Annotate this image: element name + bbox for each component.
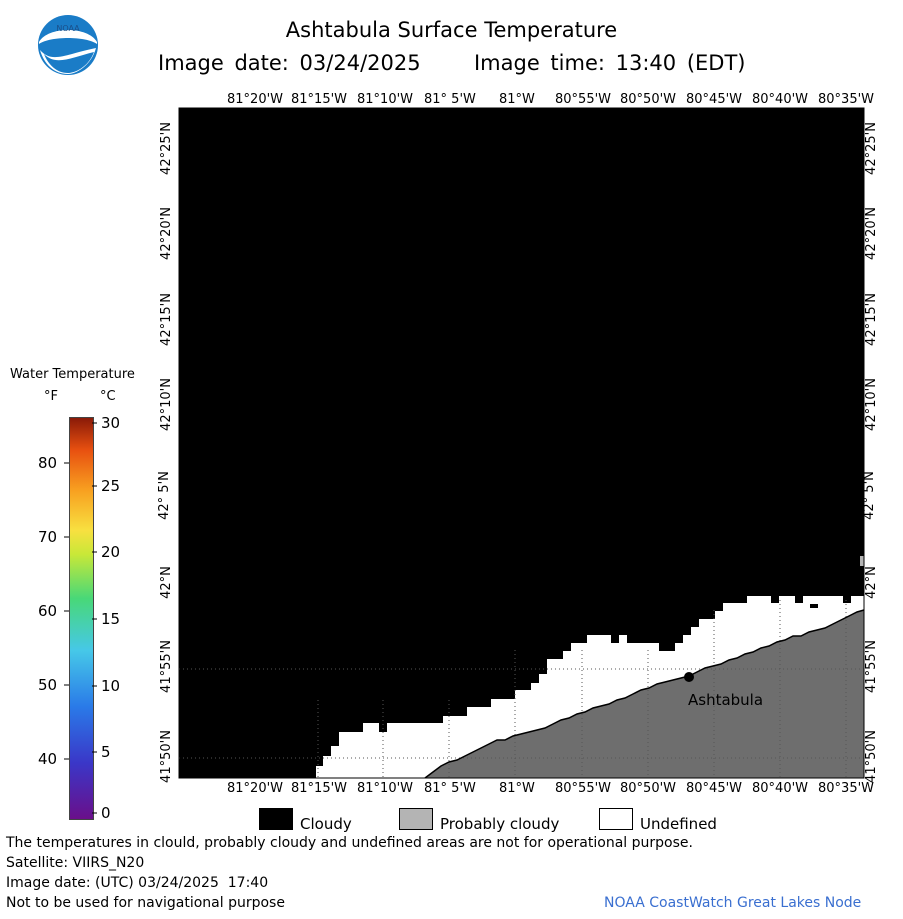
legend-label-undefined: Undefined bbox=[640, 815, 717, 833]
lon-label-bottom: 80°35'W bbox=[818, 781, 875, 796]
ashtabula-marker bbox=[684, 672, 694, 682]
map-frame bbox=[178, 107, 865, 779]
credit-text: NOAA CoastWatch Great Lakes Node bbox=[604, 895, 862, 911]
lon-label-bottom: 81°15'W bbox=[291, 781, 348, 796]
colorbar-title: Water Temperature bbox=[10, 367, 135, 382]
lon-label-bottom: 80°55'W bbox=[555, 781, 612, 796]
lon-label-bottom: 81° 5'W bbox=[424, 781, 476, 796]
city-label-ashtabula: Ashtabula bbox=[688, 691, 764, 709]
colorbar bbox=[69, 417, 94, 820]
cloud-speck bbox=[810, 604, 818, 608]
image-datetime: Image date: 03/24/2025 Image time: 13:40… bbox=[158, 51, 745, 75]
lon-label-bottom: 80°40'W bbox=[752, 781, 809, 796]
satellite-text: Satellite: VIIRS_N20 bbox=[6, 855, 145, 871]
colorbar-unit-f: °F bbox=[44, 389, 58, 404]
noaa-logo: NOAA bbox=[36, 14, 100, 76]
lon-label-bottom: 81°W bbox=[499, 781, 535, 796]
lon-label-top: 80°55'W bbox=[555, 92, 612, 107]
lon-label-top: 80°50'W bbox=[620, 92, 677, 107]
colorbar-f-tick: 40 bbox=[38, 750, 58, 768]
lon-label-bottom: 81°10'W bbox=[357, 781, 414, 796]
legend-swatch-probably-cloudy bbox=[399, 808, 433, 830]
lon-label-bottom: 80°45'W bbox=[686, 781, 743, 796]
lon-label-top: 81° 5'W bbox=[424, 92, 476, 107]
colorbar-f-tick: 60 bbox=[38, 602, 58, 620]
colorbar-c-tick: 30 bbox=[101, 414, 121, 432]
logo-text: NOAA bbox=[56, 24, 80, 33]
lon-label-bottom: 81°20'W bbox=[227, 781, 284, 796]
colorbar-c-tick: 10 bbox=[101, 677, 121, 695]
colorbar-f-tick: 50 bbox=[38, 676, 58, 694]
lon-label-top: 81°W bbox=[499, 92, 535, 107]
colorbar-unit-c: °C bbox=[100, 389, 116, 404]
legend-label-cloudy: Cloudy bbox=[300, 815, 352, 833]
lon-label-top: 81°10'W bbox=[357, 92, 414, 107]
lon-label-top: 80°35'W bbox=[818, 92, 875, 107]
colorbar-c-tick: 25 bbox=[101, 477, 121, 495]
legend-swatch-cloudy bbox=[259, 808, 293, 830]
map-grid bbox=[179, 600, 864, 778]
legend-label-probably-cloudy: Probably cloudy bbox=[440, 815, 560, 833]
nav-warning-text: Not to be used for navigational purpose bbox=[6, 895, 285, 911]
cloud-speck bbox=[860, 556, 864, 566]
colorbar-c-tick: 20 bbox=[101, 543, 121, 561]
coastline bbox=[424, 609, 865, 779]
colorbar-c-tick: 15 bbox=[101, 610, 121, 628]
image-time-label: Image time: 13:40 (EDT) bbox=[473, 51, 746, 75]
utc-date-text: Image date: (UTC) 03/24/2025 17:40 bbox=[6, 875, 269, 891]
disclaimer-text: The temperatures in clould, probably clo… bbox=[6, 835, 693, 851]
image-date-label: Image date: 03/24/2025 bbox=[158, 51, 421, 75]
lon-label-top: 81°15'W bbox=[291, 92, 348, 107]
lon-label-top: 80°45'W bbox=[686, 92, 743, 107]
lon-label-bottom: 80°50'W bbox=[620, 781, 677, 796]
lon-label-top: 80°40'W bbox=[752, 92, 809, 107]
colorbar-c-tick: 0 bbox=[101, 804, 111, 822]
legend-swatch-undefined bbox=[599, 808, 633, 830]
lon-label-top: 81°20'W bbox=[227, 92, 284, 107]
colorbar-c-tick: 5 bbox=[101, 743, 111, 761]
colorbar-f-tick: 70 bbox=[38, 528, 58, 546]
page-title: Ashtabula Surface Temperature bbox=[285, 18, 618, 42]
colorbar-f-tick: 80 bbox=[38, 454, 58, 472]
